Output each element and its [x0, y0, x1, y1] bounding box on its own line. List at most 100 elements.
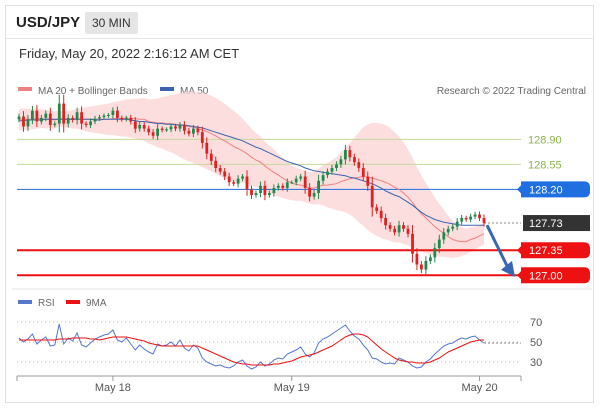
candle-body [254, 193, 258, 196]
forecast-arrow-head [501, 260, 515, 277]
research-credit: Research © 2022 Trading Central [437, 86, 586, 97]
candle-body [437, 239, 441, 249]
candle-body [107, 115, 110, 116]
candle-body [138, 125, 142, 129]
candle-body [57, 103, 61, 124]
candle-body [17, 116, 21, 120]
rsi-ma-legend-swatch [66, 300, 80, 304]
candle-body [259, 185, 262, 193]
levels-layer [17, 138, 521, 277]
candle-body [464, 218, 468, 220]
candle-body [120, 117, 124, 120]
candle-body [353, 157, 356, 163]
bollinger-band-layer [19, 91, 484, 259]
resistance-label-128.90: 128.90 [528, 134, 562, 146]
candle-body [478, 214, 481, 219]
rsi-tick-50: 50 [530, 337, 542, 349]
candle-body [232, 182, 235, 184]
candle-body [285, 182, 289, 188]
candle-body [192, 128, 195, 134]
candle-body [218, 168, 222, 172]
candle-body [348, 150, 352, 158]
candle-body [308, 188, 311, 197]
candle-body [156, 128, 159, 136]
candle-body [98, 117, 101, 119]
candles-layer [17, 94, 486, 275]
current-price-tag [523, 215, 590, 232]
rsi-legend-label: RSI [38, 298, 55, 309]
candle-body [263, 185, 267, 196]
candle-body [200, 132, 204, 143]
candle-body [290, 182, 294, 184]
candle-body [469, 216, 472, 220]
candle-body [268, 193, 271, 196]
candle-body [178, 125, 182, 129]
candle-body [40, 117, 43, 122]
candle-body [384, 218, 387, 226]
candle-body [344, 150, 347, 160]
candle-body [357, 162, 361, 168]
candle-body [366, 176, 370, 186]
pivot-label-128.20: 128.20 [529, 184, 563, 196]
candle-body [174, 126, 177, 129]
candle-body [66, 117, 70, 124]
candle-body [330, 168, 334, 172]
candle-body [196, 128, 200, 133]
candle-body [451, 226, 455, 229]
candle-body [379, 210, 383, 219]
candle-body [402, 225, 405, 229]
candle-body [281, 185, 285, 188]
candle-body [165, 129, 168, 131]
candle-body [80, 112, 83, 124]
candle-body [442, 232, 446, 240]
candle-body [397, 225, 401, 233]
candle-body [223, 171, 227, 177]
candle-body [53, 123, 57, 125]
candle-body [151, 132, 155, 136]
candle-body [335, 164, 338, 168]
current-price-label: 127.73 [529, 218, 563, 230]
candle-body [303, 176, 307, 188]
moving-average-layer [19, 117, 485, 243]
support-label-127.35: 127.35 [529, 245, 563, 257]
candle-body [44, 113, 48, 118]
candle-body [272, 188, 276, 193]
rsi-legend-swatch [18, 300, 32, 304]
ma50-legend-swatch [160, 87, 174, 91]
candle-body [361, 168, 365, 177]
candle-body [406, 228, 410, 234]
candle-body [326, 171, 329, 176]
rsi-layer: 70 50 30 [17, 317, 542, 370]
ma50-legend-label: MA 50 [180, 86, 209, 97]
candle-body [424, 261, 428, 270]
candle-body [84, 123, 88, 125]
rsi-ma-legend-label: 9MA [86, 298, 107, 309]
rsi-ma-line [19, 333, 484, 366]
candle-body [433, 248, 437, 258]
candle-body [205, 142, 209, 154]
x-tick-label: May 18 [95, 382, 131, 394]
candle-body [321, 175, 325, 181]
chart-datetime: Friday, May 20, 2022 2:16:12 AM CET [19, 46, 240, 61]
candle-body [250, 189, 253, 196]
candle-body [111, 110, 115, 115]
candle-body [411, 233, 414, 254]
candle-body [375, 207, 379, 211]
ma20-legend-swatch [18, 87, 32, 91]
symbol-title: USD/JPY [16, 14, 81, 31]
candle-body [71, 117, 75, 120]
rsi-tick-70: 70 [530, 317, 542, 329]
candle-body [35, 110, 39, 122]
candle-body [48, 113, 52, 125]
support-tag-127.00 [517, 267, 590, 284]
candle-body [147, 128, 151, 133]
candle-body [31, 110, 34, 120]
candle-body [169, 126, 173, 130]
candle-body [214, 160, 218, 168]
interval-badge[interactable]: 30 MIN [85, 12, 138, 34]
candle-body [75, 112, 79, 121]
candle-body [133, 121, 137, 129]
candle-body [129, 117, 133, 122]
candle-body [124, 117, 128, 120]
candle-body [446, 228, 450, 233]
